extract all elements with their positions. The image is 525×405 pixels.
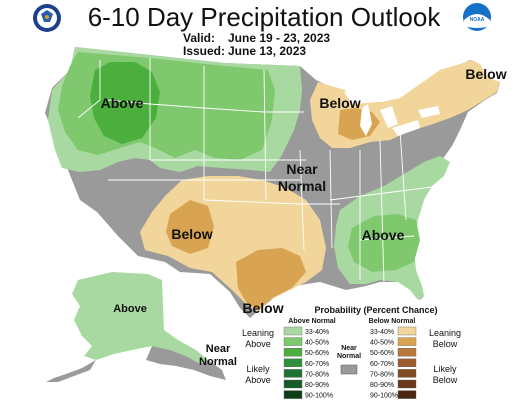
legend-likely-above-line2: Above	[245, 375, 271, 385]
legend-below-label: 60-70%	[370, 361, 394, 368]
label-near-normal-line2: Normal	[278, 178, 326, 194]
legend-above-swatch	[283, 379, 303, 389]
label-below-midwest: Below	[319, 95, 360, 111]
legend-above-label: 50-60%	[305, 350, 329, 357]
issued-date: June 13, 2023	[228, 44, 306, 58]
issued-label: Issued:	[183, 44, 225, 58]
legend-below-label: 70-80%	[370, 371, 394, 378]
commerce-seal	[33, 4, 61, 32]
legend-likely-above-line1: Likely	[246, 364, 270, 374]
noaa-logo-text: NOAA	[470, 17, 485, 23]
legend-below-label: 50-60%	[370, 350, 394, 357]
valid-date: June 19 - 23, 2023	[228, 31, 330, 45]
legend-above-label: 80-90%	[305, 382, 329, 389]
legend-below-label: 90-100%	[370, 393, 398, 400]
legend-above-scale: 33-40% 40-50% 50-60% 60-70% 70-80% 80-90% 90-1…	[283, 326, 333, 400]
legend-below-swatch	[397, 390, 417, 399]
noaa-logo: NOAA	[463, 3, 491, 31]
valid-label: Valid:	[183, 31, 215, 45]
legend-below-label: 33-40%	[370, 329, 394, 336]
legend-likely-below-line1: Likely	[433, 364, 457, 374]
label-above-alaska: Above	[113, 303, 147, 315]
label-above-northwest: Above	[101, 95, 144, 111]
legend-leaning-below-line1: Leaning	[429, 328, 461, 338]
label-near-normal-line1: Near	[286, 161, 318, 177]
legend-above-label: 60-70%	[305, 361, 329, 368]
legend-below-swatch	[397, 326, 417, 336]
legend-above-label: 90-100%	[305, 393, 333, 400]
legend: Probability (Percent Chance) Above Norma…	[242, 305, 461, 400]
legend-above-swatch	[283, 369, 303, 378]
below-normal-40-50-texas-coast	[236, 248, 306, 310]
above-normal-40-50-southeast	[348, 214, 420, 272]
legend-below-swatch	[397, 369, 417, 378]
legend-below-swatch	[397, 358, 417, 367]
legend-below-label: 40-50%	[370, 340, 394, 347]
below-normal-40-50-new-mexico	[166, 200, 214, 254]
state-boundaries	[77, 58, 441, 285]
legend-title: Probability (Percent Chance)	[314, 305, 437, 315]
legend-below-swatch	[397, 337, 417, 346]
legend-near-header-line1: Near	[341, 345, 357, 352]
legend-below-scale: 33-40% 40-50% 50-60% 60-70% 70-80% 80-90% 90-1…	[370, 326, 417, 400]
legend-below-header: Below Normal	[369, 318, 416, 325]
label-below-texas: Below	[242, 300, 283, 316]
legend-leaning-above-line1: Leaning	[242, 328, 274, 338]
legend-above-label: 40-50%	[305, 340, 329, 347]
legend-below-swatch	[397, 379, 417, 389]
legend-above-swatch	[283, 358, 303, 367]
aleutian-islands	[46, 360, 96, 382]
label-below-southwest: Below	[171, 226, 212, 242]
alaska-near-normal-region	[146, 346, 226, 380]
map-title: 6-10 Day Precipitation Outlook	[88, 2, 442, 32]
above-normal-40-50-north	[58, 52, 275, 160]
label-near-alaska-line2: Normal	[199, 356, 237, 368]
legend-below-label: 80-90%	[370, 382, 394, 389]
legend-likely-below-line2: Below	[433, 375, 458, 385]
legend-above-swatch	[283, 337, 303, 346]
label-near-alaska-line1: Near	[206, 343, 231, 355]
label-below-northeast: Below	[465, 66, 506, 82]
legend-below-swatch	[397, 348, 417, 357]
label-above-southeast: Above	[362, 227, 405, 243]
legend-leaning-below-line2: Below	[433, 339, 458, 349]
legend-above-header: Above Normal	[288, 318, 336, 325]
great-lakes	[344, 90, 440, 136]
legend-above-swatch	[283, 326, 303, 336]
legend-above-label: 70-80%	[305, 371, 329, 378]
legend-above-swatch	[283, 348, 303, 357]
legend-near-header-line2: Normal	[337, 353, 361, 360]
legend-near-swatch	[340, 364, 358, 375]
legend-above-label: 33-40%	[305, 329, 329, 336]
legend-leaning-above-line2: Above	[245, 339, 271, 349]
legend-above-swatch	[283, 390, 303, 399]
alaska-above-normal-region	[72, 272, 208, 364]
above-normal-50-60-northwest	[90, 62, 160, 144]
